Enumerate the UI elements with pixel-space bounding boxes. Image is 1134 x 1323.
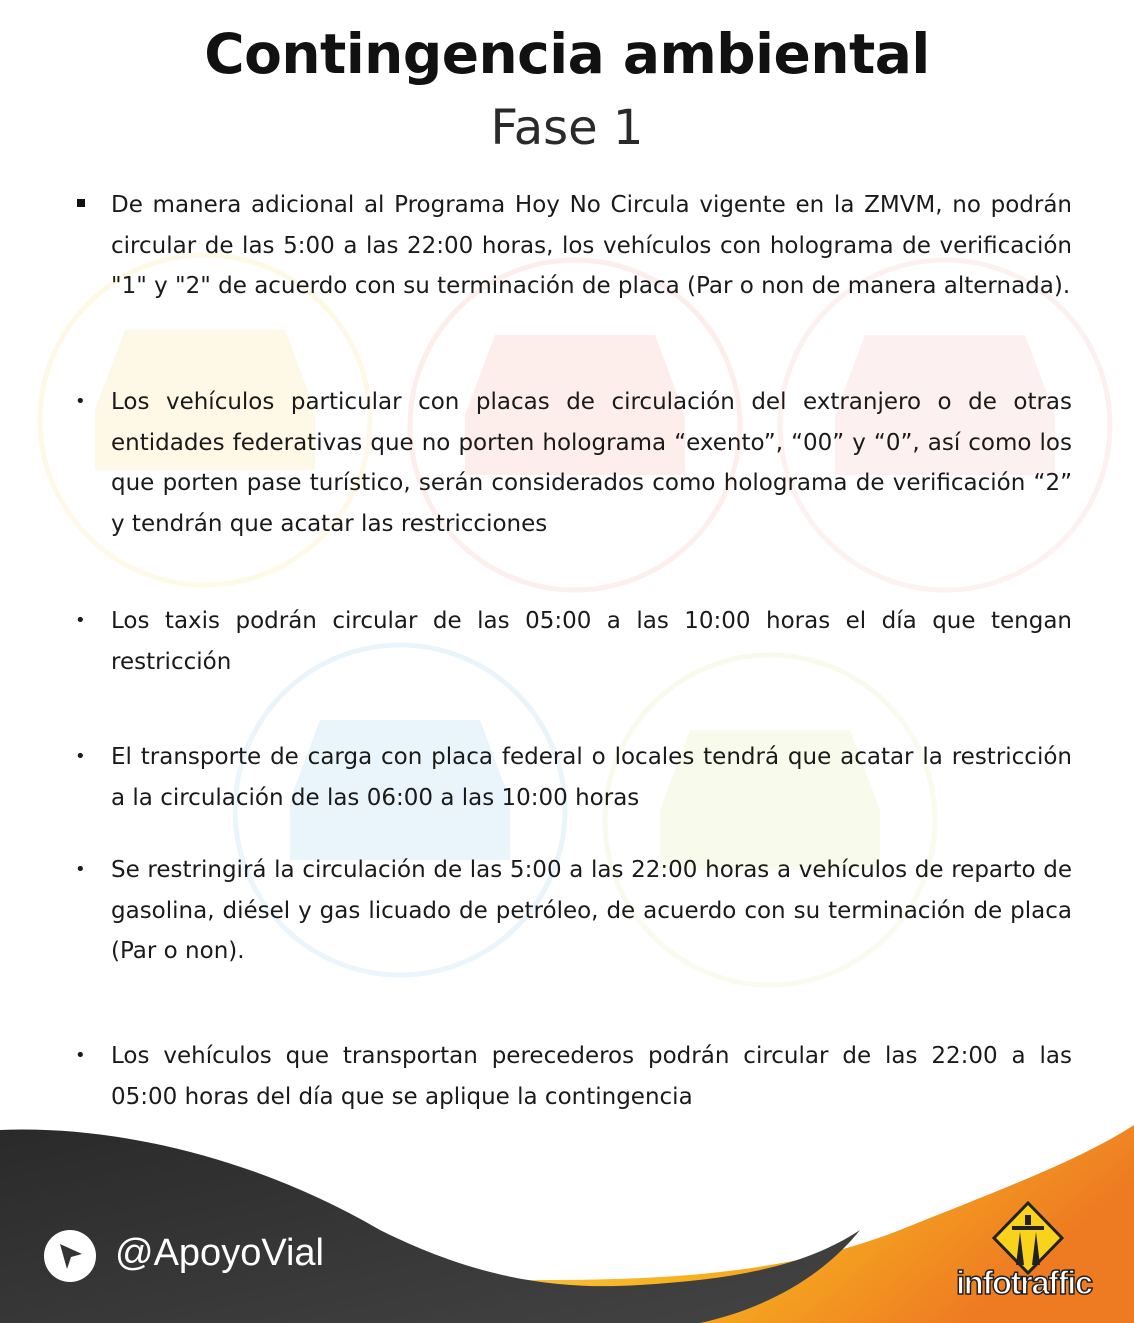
footer-banner [0,1125,1134,1323]
item-text: Se restringirá la circulación de las 5:0… [111,857,1072,965]
item-text: De manera adicional al Programa Hoy No C… [111,192,1072,300]
infotraffic-logo: infotraffic [955,1263,1094,1302]
logo-text-info: info [955,1263,1013,1302]
dot-bullet-icon: • [75,1045,86,1066]
dot-bullet-icon: • [75,746,86,767]
item-text: El transporte de carga con placa federal… [111,744,1072,811]
list-item: • Los vehículos particular con placas de … [75,382,1072,545]
location-arrow-icon [44,1230,96,1282]
list-item: • Se restringirá la circulación de las 5:… [75,850,1072,972]
list-item: • Los vehículos que transportan pereceder… [75,1036,1072,1117]
list-item: • Los taxis podrán circular de las 05:00 … [75,601,1072,682]
dot-bullet-icon: • [75,610,86,631]
logo-text-traffic: traffic [1010,1263,1094,1302]
car-icon [602,652,938,988]
list-item: • El transporte de carga con placa federa… [75,737,1072,818]
square-bullet-icon [77,199,85,207]
car-icon [777,257,1113,593]
infotraffic-logo-icon [991,1200,1065,1276]
car-icon [37,252,373,588]
page-title: Contingencia ambiental [204,22,930,86]
dot-bullet-icon: • [75,391,86,412]
car-icon [232,642,568,978]
item-text: Los vehículos particular con placas de c… [111,389,1072,538]
twitter-handle: @ApoyoVial [115,1232,324,1274]
page-subtitle: Fase 1 [490,100,644,156]
item-text: Los taxis podrán circular de las 05:00 a… [111,608,1072,675]
car-icon [407,257,743,593]
item-text: Los vehículos que transportan perecedero… [111,1043,1072,1110]
list-item: De manera adicional al Programa Hoy No C… [77,185,1072,307]
dot-bullet-icon: • [75,859,86,880]
